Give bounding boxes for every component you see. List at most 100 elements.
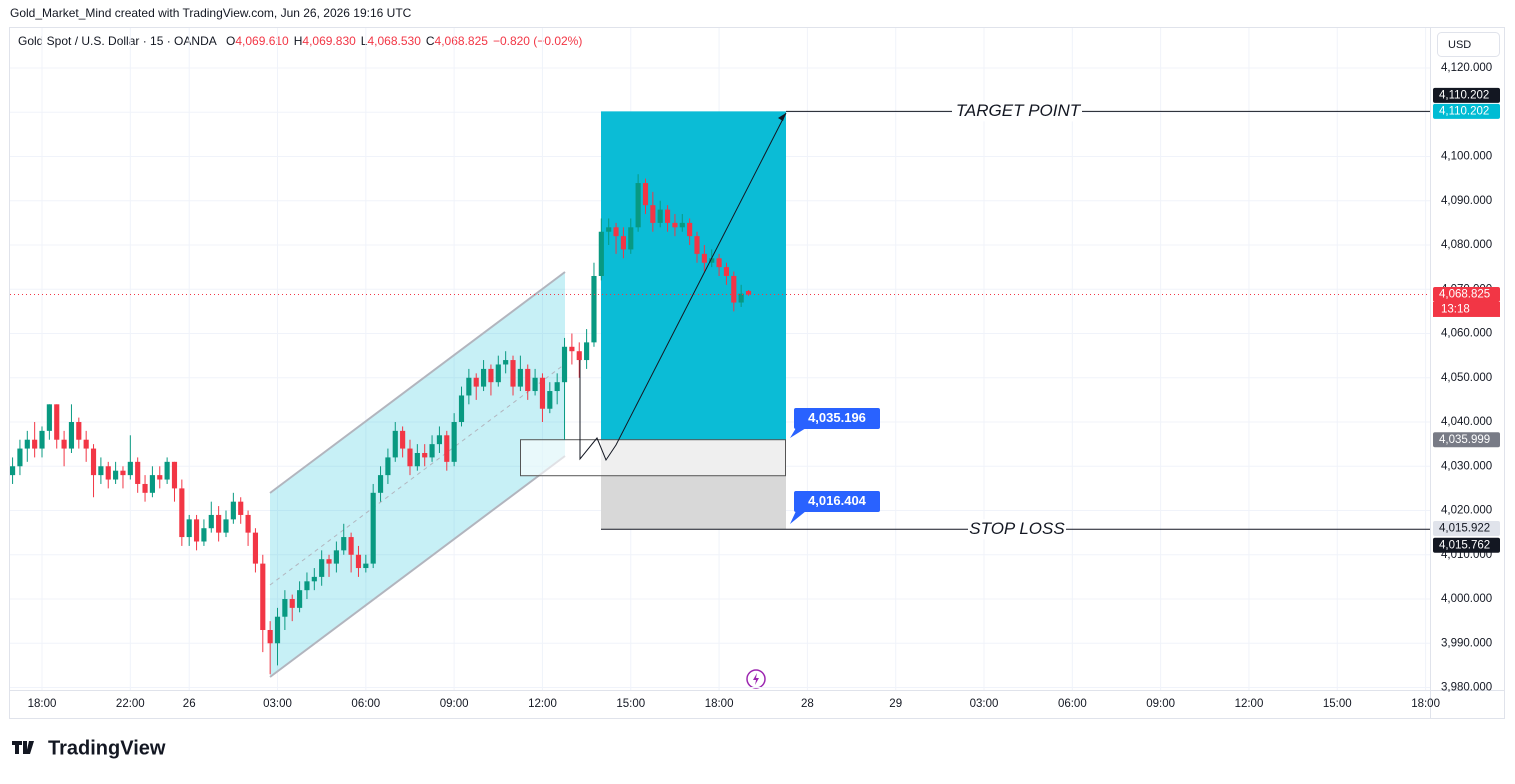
candle-body — [473, 377, 479, 387]
x-tick-label: 29 — [889, 698, 902, 710]
candle-body — [694, 236, 700, 254]
candle-body — [709, 258, 715, 263]
candle-body — [429, 444, 435, 458]
candle-body — [267, 629, 273, 644]
candle-body — [370, 492, 376, 564]
candle-body — [745, 290, 752, 295]
candle-body — [333, 550, 339, 564]
candle-body — [76, 422, 82, 440]
callout — [794, 408, 880, 429]
lightning-icon[interactable] — [746, 669, 766, 689]
candle-body — [451, 422, 457, 462]
candle-body — [539, 377, 546, 409]
candle-body — [481, 368, 487, 387]
price-label-bg — [1433, 103, 1500, 119]
candle-body — [701, 253, 707, 263]
legend-key: L — [361, 34, 368, 48]
arrow-head — [778, 113, 786, 121]
candle-body — [319, 559, 325, 577]
x-tick-label: 22:00 — [116, 698, 145, 710]
candle-body — [510, 360, 516, 387]
x-tick-label: 06:00 — [1058, 698, 1087, 710]
countdown-bg — [1433, 301, 1500, 317]
y-tick-label: 4,000.000 — [1441, 593, 1492, 605]
candle-body — [252, 532, 259, 564]
x-tick-label: 03:00 — [970, 698, 999, 710]
x-tick-label: 28 — [801, 698, 814, 710]
y-tick-label: 4,020.000 — [1441, 505, 1492, 517]
candle-body — [672, 222, 678, 228]
range-box — [520, 439, 786, 477]
candle-body — [407, 448, 413, 467]
callout — [794, 491, 880, 512]
candle-body — [650, 205, 656, 223]
callout-tail — [790, 511, 806, 524]
candle-body — [561, 346, 568, 383]
symbol: Gold Spot / U.S. Dollar · 15 · OANDA — [18, 34, 217, 48]
candle-body — [193, 519, 200, 542]
channel-bottom — [269, 455, 566, 678]
candle-body — [179, 488, 185, 538]
legend: O4,069.610 H4,069.830 L4,068.530 C4,068.825… — [226, 34, 582, 48]
x-tick-label: 18:00 — [28, 698, 57, 710]
candle-body — [39, 430, 45, 449]
legend-change: −0.820 (−0.02%) — [493, 34, 582, 48]
candle-body — [17, 448, 23, 467]
price-label: 4,015.922 — [1439, 523, 1490, 535]
price-label-bg — [1433, 87, 1500, 103]
candle-body — [311, 576, 317, 582]
legend-value: 4,068.825 — [435, 34, 489, 48]
candle-body — [532, 377, 538, 392]
currency-button[interactable] — [1437, 32, 1500, 57]
stop-text-bg — [968, 519, 1066, 540]
y-tick-label: 3,990.000 — [1441, 637, 1492, 649]
x-tick-label: 15:00 — [1323, 698, 1352, 710]
brand-logo: TradingView — [12, 737, 166, 759]
price-label-bg — [1433, 521, 1500, 537]
candle-body — [584, 342, 590, 361]
callout-label: 4,016.404 — [808, 493, 867, 508]
stop-text: STOP LOSS — [969, 519, 1065, 538]
candle-body — [635, 183, 641, 228]
candle-body — [54, 404, 60, 440]
candle-body — [90, 448, 97, 476]
x-tick-label: 18:00 — [1411, 698, 1440, 710]
x-tick-label: 15:00 — [616, 698, 645, 710]
candle-body — [142, 483, 148, 493]
candle-body — [687, 222, 693, 237]
candle-body — [341, 537, 347, 551]
candle-body — [171, 461, 178, 489]
price-label: 4,110.202 — [1439, 105, 1489, 117]
candle-body — [297, 590, 303, 608]
y-tick-label: 4,090.000 — [1441, 195, 1492, 207]
candle-body — [613, 227, 619, 237]
candle-body — [135, 461, 141, 484]
y-tick-label: 4,030.000 — [1441, 460, 1492, 472]
candle-body — [282, 599, 288, 617]
candle-body — [348, 537, 354, 555]
channel-mid — [269, 363, 566, 586]
legend-value: 4,069.610 — [235, 34, 289, 48]
legend-value: 4,068.530 — [367, 34, 421, 48]
candle-body — [525, 368, 531, 392]
candle-body — [208, 514, 214, 529]
candle-body — [458, 395, 465, 423]
y-tick-label: 4,080.000 — [1441, 239, 1492, 251]
candle-body — [164, 461, 170, 480]
candle-body — [503, 360, 509, 365]
candle-body — [620, 236, 626, 250]
pane-border — [9, 27, 1505, 719]
candle-body — [392, 430, 398, 458]
candle-body — [642, 183, 649, 206]
candle-body — [436, 435, 442, 445]
candle-body — [606, 227, 612, 232]
candle-body — [230, 501, 236, 520]
candle-body — [83, 439, 89, 449]
currency[interactable]: USD — [1448, 39, 1471, 51]
candle-body — [738, 293, 744, 303]
candle-body — [201, 528, 207, 542]
candle-body — [245, 514, 251, 533]
x-tick-label: 09:00 — [440, 698, 469, 710]
candle-body — [105, 466, 111, 480]
